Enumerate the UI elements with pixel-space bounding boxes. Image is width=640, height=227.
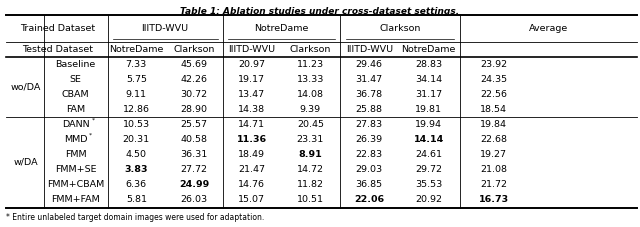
Text: NotreDame: NotreDame <box>109 45 163 54</box>
Text: 7.33: 7.33 <box>125 60 147 69</box>
Text: 14.38: 14.38 <box>238 105 265 114</box>
Text: 14.76: 14.76 <box>238 180 265 189</box>
Text: Clarkson: Clarkson <box>380 24 420 33</box>
Text: 5.81: 5.81 <box>126 195 147 204</box>
Text: 14.71: 14.71 <box>238 120 265 129</box>
Text: w/DA: w/DA <box>13 158 38 167</box>
Text: FMM+FAM: FMM+FAM <box>51 195 100 204</box>
Text: 42.26: 42.26 <box>180 75 207 84</box>
Text: 22.06: 22.06 <box>354 195 385 204</box>
Text: *: * <box>88 133 92 138</box>
Text: 19.17: 19.17 <box>238 75 265 84</box>
Text: 30.72: 30.72 <box>180 90 207 99</box>
Text: 14.14: 14.14 <box>413 135 444 144</box>
Text: 11.23: 11.23 <box>297 60 324 69</box>
Text: 14.72: 14.72 <box>297 165 324 174</box>
Text: * Entire unlabeled target domain images were used for adaptation.: * Entire unlabeled target domain images … <box>6 213 265 222</box>
Text: wo/DA: wo/DA <box>10 83 41 91</box>
Text: 9.11: 9.11 <box>126 90 147 99</box>
Text: 11.36: 11.36 <box>236 135 267 144</box>
Text: 23.31: 23.31 <box>297 135 324 144</box>
Text: 22.68: 22.68 <box>480 135 508 144</box>
Text: 31.17: 31.17 <box>415 90 442 99</box>
Text: 5.75: 5.75 <box>126 75 147 84</box>
Text: 10.51: 10.51 <box>297 195 324 204</box>
Text: 16.73: 16.73 <box>479 195 509 204</box>
Text: 21.72: 21.72 <box>480 180 508 189</box>
Text: Baseline: Baseline <box>56 60 95 69</box>
Text: 40.58: 40.58 <box>180 135 207 144</box>
Text: NotreDame: NotreDame <box>402 45 456 54</box>
Text: 27.72: 27.72 <box>180 165 207 174</box>
Text: 19.27: 19.27 <box>480 150 508 159</box>
Text: Table 1: Ablation studies under cross-dataset settings.: Table 1: Ablation studies under cross-da… <box>180 7 460 16</box>
Text: 12.86: 12.86 <box>123 105 150 114</box>
Text: 20.31: 20.31 <box>123 135 150 144</box>
Text: 3.83: 3.83 <box>125 165 148 174</box>
Text: *: * <box>92 118 95 123</box>
Text: IIITD-WVU: IIITD-WVU <box>228 45 275 54</box>
Text: 21.47: 21.47 <box>238 165 265 174</box>
Text: 31.47: 31.47 <box>356 75 383 84</box>
Text: 29.72: 29.72 <box>415 165 442 174</box>
Text: 24.61: 24.61 <box>415 150 442 159</box>
Text: 26.03: 26.03 <box>180 195 207 204</box>
Text: Average: Average <box>529 24 568 33</box>
Text: FMM+CBAM: FMM+CBAM <box>47 180 104 189</box>
Text: 27.83: 27.83 <box>356 120 383 129</box>
Text: 8.91: 8.91 <box>298 150 323 159</box>
Text: Clarkson: Clarkson <box>290 45 331 54</box>
Text: 4.50: 4.50 <box>126 150 147 159</box>
Text: MMD: MMD <box>64 135 87 144</box>
Text: 19.81: 19.81 <box>415 105 442 114</box>
Text: Tested Dataset: Tested Dataset <box>22 45 93 54</box>
Text: IIITD-WVU: IIITD-WVU <box>346 45 393 54</box>
Text: Clarkson: Clarkson <box>173 45 214 54</box>
Text: DANN: DANN <box>61 120 90 129</box>
Text: 19.94: 19.94 <box>415 120 442 129</box>
Text: 11.82: 11.82 <box>297 180 324 189</box>
Text: 10.53: 10.53 <box>123 120 150 129</box>
Text: 36.78: 36.78 <box>356 90 383 99</box>
Text: 20.92: 20.92 <box>415 195 442 204</box>
Text: 45.69: 45.69 <box>180 60 207 69</box>
Text: 22.83: 22.83 <box>356 150 383 159</box>
Text: 25.57: 25.57 <box>180 120 207 129</box>
Text: 25.88: 25.88 <box>356 105 383 114</box>
Text: 18.54: 18.54 <box>480 105 508 114</box>
Text: Trained Dataset: Trained Dataset <box>20 24 95 33</box>
Text: SE: SE <box>70 75 81 84</box>
Text: 18.49: 18.49 <box>238 150 265 159</box>
Text: 28.90: 28.90 <box>180 105 207 114</box>
Text: 20.45: 20.45 <box>297 120 324 129</box>
Text: FMM+SE: FMM+SE <box>55 165 96 174</box>
Text: 15.07: 15.07 <box>238 195 265 204</box>
Text: 14.08: 14.08 <box>297 90 324 99</box>
Text: IIITD-WVU: IIITD-WVU <box>141 24 189 33</box>
Text: 13.47: 13.47 <box>238 90 265 99</box>
Text: 36.31: 36.31 <box>180 150 207 159</box>
Text: 29.46: 29.46 <box>356 60 383 69</box>
Text: 23.92: 23.92 <box>480 60 508 69</box>
Text: 6.36: 6.36 <box>125 180 147 189</box>
Text: 21.08: 21.08 <box>480 165 508 174</box>
Text: NotreDame: NotreDame <box>255 24 308 33</box>
Text: 35.53: 35.53 <box>415 180 442 189</box>
Text: 19.84: 19.84 <box>480 120 508 129</box>
Text: FAM: FAM <box>66 105 85 114</box>
Text: 36.85: 36.85 <box>356 180 383 189</box>
Text: 9.39: 9.39 <box>300 105 321 114</box>
Text: FMM: FMM <box>65 150 86 159</box>
Text: 29.03: 29.03 <box>356 165 383 174</box>
Text: 22.56: 22.56 <box>480 90 508 99</box>
Text: 13.33: 13.33 <box>297 75 324 84</box>
Text: 24.99: 24.99 <box>179 180 209 189</box>
Text: 28.83: 28.83 <box>415 60 442 69</box>
Text: 26.39: 26.39 <box>356 135 383 144</box>
Text: CBAM: CBAM <box>61 90 90 99</box>
Text: 20.97: 20.97 <box>238 60 265 69</box>
Text: 24.35: 24.35 <box>480 75 508 84</box>
Text: 34.14: 34.14 <box>415 75 442 84</box>
